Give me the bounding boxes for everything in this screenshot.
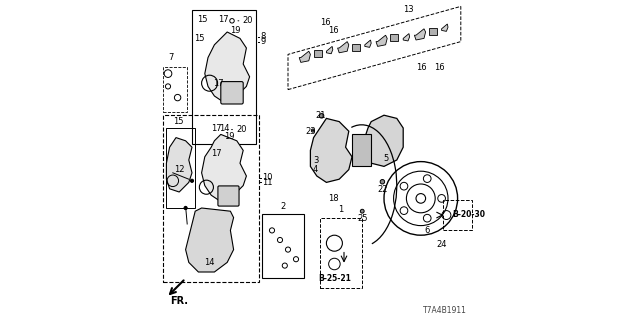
Text: 17: 17 [212,79,223,88]
Text: 9: 9 [260,37,266,46]
Text: T7A4B1911: T7A4B1911 [423,306,467,315]
Text: 21: 21 [315,111,326,120]
Text: 17: 17 [218,15,228,24]
Polygon shape [415,29,426,40]
Polygon shape [300,51,310,62]
Text: 22: 22 [377,185,387,194]
Bar [429,28,437,35]
Polygon shape [365,115,403,166]
Polygon shape [202,134,246,202]
Bar [163,115,259,282]
Polygon shape [166,138,192,192]
Text: 19: 19 [230,26,241,35]
Circle shape [380,180,385,184]
Text: B-25-21: B-25-21 [318,274,351,283]
Bar [320,218,362,288]
Bar [262,214,304,278]
Bar [192,10,256,144]
Text: 18: 18 [328,194,339,203]
Text: 6: 6 [424,226,429,235]
Text: 16: 16 [328,26,339,35]
Bar [163,67,187,112]
Circle shape [191,179,193,182]
Text: 5: 5 [383,154,388,163]
Text: 14: 14 [219,124,229,132]
Text: 8: 8 [260,32,266,41]
Text: 10: 10 [262,173,272,182]
Circle shape [184,206,187,210]
Circle shape [360,209,364,213]
Polygon shape [186,208,234,272]
Polygon shape [365,40,371,47]
Text: 2: 2 [280,202,286,211]
Polygon shape [403,34,410,41]
Text: 14: 14 [204,258,215,267]
Bar [390,34,398,41]
Text: 24: 24 [437,240,447,249]
Polygon shape [376,35,387,46]
Bar [166,128,195,208]
Text: 12: 12 [174,165,185,174]
Polygon shape [310,118,352,182]
Circle shape [319,114,324,118]
Text: 1: 1 [338,205,344,214]
Text: FR.: FR. [170,296,188,306]
Polygon shape [326,46,333,54]
Text: 11: 11 [262,178,272,187]
Text: 20: 20 [243,16,253,25]
Text: 20: 20 [236,125,246,134]
Text: 7: 7 [168,53,174,62]
Circle shape [311,129,315,132]
Text: 23: 23 [306,127,316,136]
Text: 13: 13 [403,5,414,14]
Bar [314,50,322,57]
Polygon shape [442,24,448,31]
FancyBboxPatch shape [221,82,243,104]
Polygon shape [338,42,349,53]
Text: 3: 3 [313,156,318,165]
Text: 25: 25 [358,214,368,223]
Text: 4: 4 [313,165,318,174]
Text: 16: 16 [434,63,444,72]
Polygon shape [205,32,250,102]
Text: B-20-30: B-20-30 [452,210,485,219]
FancyBboxPatch shape [218,186,239,206]
Text: 15: 15 [173,117,183,126]
Bar [443,200,472,230]
Bar [352,134,371,166]
Bar [352,44,360,51]
Text: 17: 17 [211,149,222,158]
Text: 19: 19 [224,132,234,141]
Text: 16: 16 [320,18,331,27]
Text: 15: 15 [193,34,204,43]
Text: 16: 16 [416,63,427,72]
Text: 15: 15 [197,15,207,24]
Text: 17: 17 [211,124,222,132]
